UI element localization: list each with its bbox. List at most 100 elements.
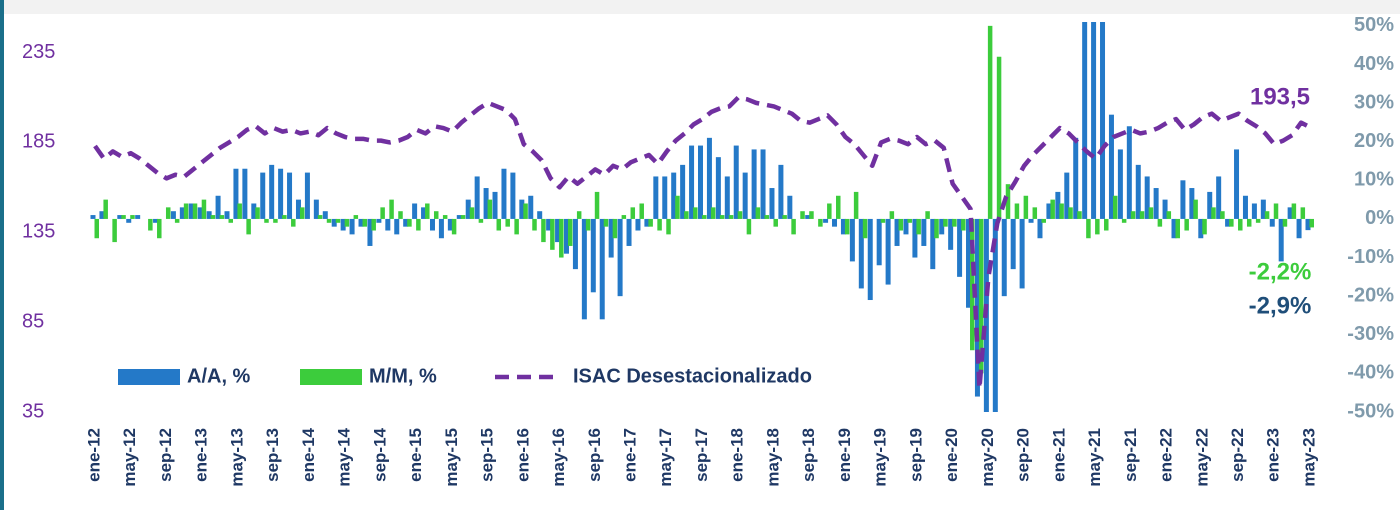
bar bbox=[1216, 176, 1222, 219]
x-tick-label: ene-17 bbox=[621, 428, 640, 482]
bar bbox=[702, 215, 707, 219]
bar bbox=[326, 218, 332, 223]
lines bbox=[93, 95, 1312, 391]
bar bbox=[1171, 218, 1177, 239]
bar bbox=[371, 218, 376, 231]
x-tick-label: may-16 bbox=[549, 428, 568, 487]
bar bbox=[117, 215, 123, 219]
bar bbox=[1148, 207, 1154, 219]
bar bbox=[1207, 191, 1213, 219]
bar bbox=[737, 211, 743, 219]
x-tick-label: sep-22 bbox=[1228, 428, 1247, 482]
y2-tick-label: 40% bbox=[1354, 53, 1394, 75]
bar bbox=[1046, 203, 1052, 219]
line bbox=[93, 95, 1312, 391]
bar bbox=[1175, 218, 1180, 239]
bar bbox=[836, 195, 841, 219]
bar bbox=[800, 211, 805, 219]
bar bbox=[1269, 218, 1275, 227]
y2-tick-label: -10% bbox=[1347, 246, 1394, 268]
bar bbox=[671, 172, 677, 219]
bar bbox=[653, 176, 659, 219]
x-tick-label: sep-17 bbox=[692, 428, 711, 482]
y2-tick-label: -30% bbox=[1347, 323, 1394, 345]
y2-tick-label: 0% bbox=[1365, 207, 1394, 229]
bar bbox=[1014, 203, 1020, 219]
x-tick-label: ene-22 bbox=[1157, 428, 1176, 482]
bars bbox=[90, 22, 1314, 412]
bar bbox=[648, 218, 653, 227]
bar bbox=[541, 218, 546, 243]
edge-stripe bbox=[0, 0, 4, 510]
bar bbox=[948, 218, 954, 250]
y2-tick-label: 10% bbox=[1354, 169, 1394, 191]
bar bbox=[210, 215, 216, 219]
bar bbox=[635, 218, 641, 231]
bar bbox=[590, 218, 596, 293]
bar bbox=[666, 218, 671, 235]
bar bbox=[192, 203, 198, 219]
x-tick-label: may-14 bbox=[335, 427, 354, 486]
bar bbox=[751, 149, 757, 219]
x-tick-label: ene-12 bbox=[84, 428, 103, 482]
bar bbox=[1032, 207, 1038, 219]
x-tick-label: may-19 bbox=[871, 428, 890, 487]
bar bbox=[1225, 218, 1231, 227]
bar bbox=[698, 145, 703, 219]
bar bbox=[1091, 22, 1097, 219]
bar bbox=[1238, 218, 1243, 231]
bar bbox=[992, 218, 998, 412]
x-tick-label: may-23 bbox=[1299, 428, 1318, 487]
bar bbox=[626, 218, 632, 246]
bar bbox=[773, 218, 778, 227]
bar bbox=[608, 218, 614, 258]
bar bbox=[358, 218, 364, 227]
bar bbox=[934, 218, 939, 239]
bar bbox=[1234, 149, 1240, 219]
x-tick-label: may-17 bbox=[656, 428, 675, 487]
bar bbox=[126, 218, 132, 223]
y2-tick-label: -50% bbox=[1347, 400, 1394, 422]
bar bbox=[1082, 22, 1088, 219]
bar bbox=[719, 215, 725, 219]
bar bbox=[398, 211, 403, 219]
bar bbox=[1287, 207, 1293, 219]
bar bbox=[510, 172, 516, 219]
bar bbox=[1180, 180, 1186, 219]
bar bbox=[612, 218, 618, 239]
bar bbox=[559, 218, 564, 258]
bar bbox=[805, 215, 811, 219]
bar bbox=[925, 211, 930, 219]
y-tick-label: 135 bbox=[22, 221, 55, 243]
bar bbox=[952, 218, 957, 227]
legend-label: M/M, % bbox=[369, 365, 437, 387]
bar bbox=[94, 218, 99, 239]
bar bbox=[451, 218, 457, 235]
bar bbox=[215, 195, 221, 219]
bar bbox=[576, 211, 582, 219]
bar bbox=[264, 218, 269, 223]
bar bbox=[496, 218, 502, 231]
bar bbox=[394, 218, 400, 235]
bar bbox=[710, 207, 716, 219]
bar bbox=[787, 195, 793, 219]
bar bbox=[943, 218, 948, 227]
bar bbox=[179, 207, 185, 219]
bar bbox=[438, 218, 444, 239]
x-tick-label: may-15 bbox=[442, 428, 461, 487]
bar bbox=[478, 218, 484, 223]
bar bbox=[903, 218, 909, 235]
bar bbox=[1041, 218, 1046, 223]
bar bbox=[487, 199, 493, 219]
bar bbox=[153, 218, 159, 223]
bar bbox=[809, 211, 814, 219]
bar bbox=[523, 203, 528, 219]
bar bbox=[916, 218, 921, 235]
bar bbox=[242, 168, 248, 219]
bar bbox=[572, 218, 578, 270]
bar bbox=[880, 218, 886, 223]
bar bbox=[456, 215, 462, 219]
bar bbox=[233, 168, 239, 219]
bar bbox=[340, 218, 346, 231]
